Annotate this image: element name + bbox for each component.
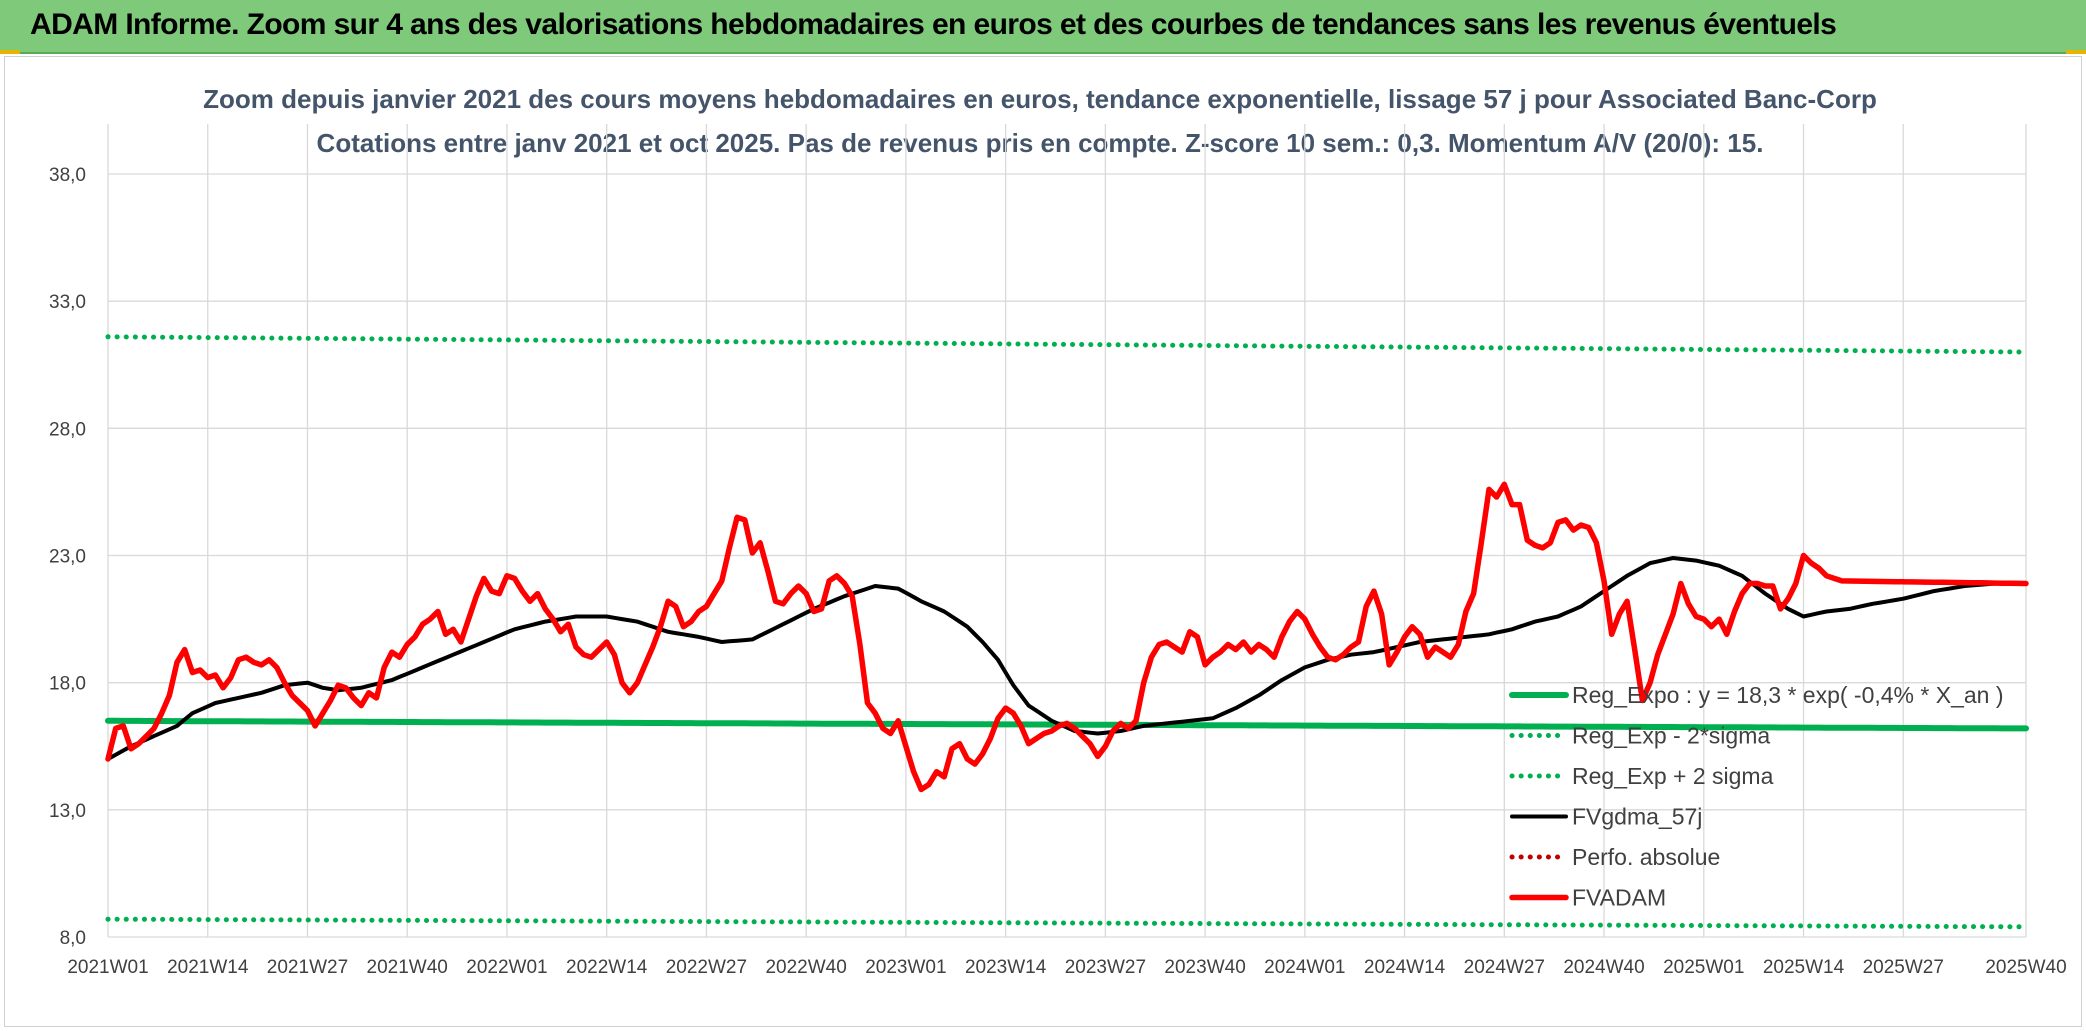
y-tick-label: 28,0 (49, 419, 86, 440)
series-line-2 (105, 334, 2029, 355)
y-tick-label: 38,0 (49, 165, 86, 186)
report-banner: ADAM Informe. Zoom sur 4 ans des valoris… (0, 0, 2086, 54)
series-line-3 (106, 556, 2028, 761)
legend-label: Reg_Expo : y = 18,3 * exp( -0,4% * X_an … (1572, 682, 2004, 708)
banner-accent-right (2066, 50, 2086, 54)
chart-subtitle: Cotations entre janv 2021 et oct 2025. P… (317, 128, 1764, 158)
x-tick-label: 2021W40 (367, 957, 448, 978)
x-tick-label: 2023W27 (1065, 957, 1146, 978)
y-tick-label: 23,0 (49, 547, 86, 568)
legend-label: Perfo. absolue (1572, 844, 1720, 870)
series-line-1 (105, 916, 2029, 930)
x-tick-label: 2025W01 (1663, 957, 1744, 978)
series-line-5 (105, 481, 2029, 793)
legend-label: FVADAM (1572, 885, 1666, 911)
x-tick-label: 2025W27 (1863, 957, 1944, 978)
x-tick-label: 2022W27 (666, 957, 747, 978)
x-tick-label: 2022W14 (566, 957, 648, 978)
series-layer (105, 334, 2029, 930)
banner-accent-left (0, 50, 20, 54)
y-tick-label: 13,0 (49, 801, 86, 822)
x-axis: 2021W01 2021W14 2021W27 2021W40 2022W01 2022W… (67, 957, 2066, 978)
legend-label: Reg_Exp + 2 sigma (1572, 763, 1774, 789)
x-tick-label: 2022W01 (466, 957, 547, 978)
y-axis: 8,0 13,0 18,0 23,0 28,0 33,0 38,0 (49, 165, 86, 949)
x-tick-label: 2022W40 (765, 957, 846, 978)
grid-layer (107, 124, 2027, 938)
x-tick-label: 2021W27 (267, 957, 348, 978)
x-tick-label: 2025W40 (1985, 957, 2066, 978)
chart-title: Zoom depuis janvier 2021 des cours moyen… (203, 84, 1877, 114)
chart-frame (4, 56, 2082, 1027)
legend-label: Reg_Exp - 2*sigma (1572, 723, 1770, 749)
x-tick-label: 2024W01 (1264, 957, 1345, 978)
y-tick-label: 18,0 (49, 674, 86, 695)
y-tick-label: 8,0 (60, 928, 86, 949)
x-tick-label: 2021W14 (167, 957, 249, 978)
x-tick-label: 2024W27 (1464, 957, 1545, 978)
x-tick-label: 2024W14 (1364, 957, 1446, 978)
y-tick-label: 33,0 (49, 292, 86, 313)
x-tick-label: 2023W01 (865, 957, 946, 978)
x-tick-label: 2021W01 (67, 957, 148, 978)
x-tick-label: 2023W40 (1164, 957, 1245, 978)
x-tick-label: 2025W14 (1763, 957, 1845, 978)
legend: Reg_Expo : y = 18,3 * exp( -0,4% * X_an … (1509, 682, 2004, 911)
legend-label: FVgdma_57j (1572, 804, 1702, 830)
report-banner-title: ADAM Informe. Zoom sur 4 ans des valoris… (30, 8, 1837, 41)
x-tick-label: 2023W14 (965, 957, 1047, 978)
x-tick-label: 2024W40 (1563, 957, 1644, 978)
